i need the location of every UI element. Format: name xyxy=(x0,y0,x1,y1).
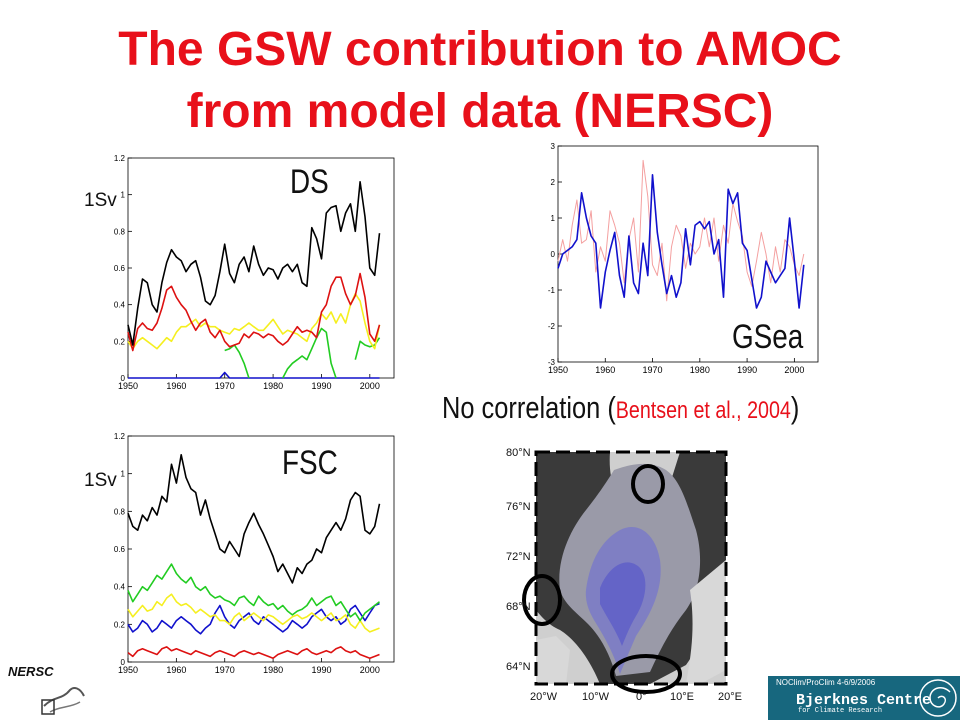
nersc-logo-graphic xyxy=(41,687,85,715)
fsc-x-tick-label: 1950 xyxy=(118,665,138,675)
slide-title-line-2: from model data (NERSC) xyxy=(186,85,774,138)
map-circle-west xyxy=(522,574,562,626)
gsea-series-line xyxy=(557,174,805,309)
fsc-y-tick-label: 1 xyxy=(121,470,126,479)
fsc-x-tick-label: 1970 xyxy=(215,665,235,675)
map-lon-label: 10°E xyxy=(670,691,694,703)
fsc-y-tick-label: 0.4 xyxy=(114,583,126,592)
ds-x-tick-label: 2000 xyxy=(360,381,380,391)
map-lon-label: 0° xyxy=(636,691,647,703)
footer-banner: NOClim/ProClim 4-6/9/2006 Bjerknes Centr… xyxy=(768,676,960,720)
gsea-x-tick-label: 1950 xyxy=(548,365,568,375)
citation-text: Bentsen et al., 2004 xyxy=(615,397,791,424)
fsc-panel-label: FSC xyxy=(282,444,338,482)
gsea-y-tick-label: 3 xyxy=(551,142,556,151)
gsea-y-tick-label: -2 xyxy=(548,322,556,331)
conference-label: NOClim/ProClim 4-6/9/2006 xyxy=(776,678,876,687)
ds-y-tick-label: 1.2 xyxy=(114,154,126,163)
gsea-y-tick-label: 0 xyxy=(551,250,556,259)
map-circle-south xyxy=(610,654,682,694)
fsc-y-tick-label: 0.6 xyxy=(114,545,126,554)
ds-series-line xyxy=(127,292,381,350)
map-contours-inner xyxy=(600,562,646,646)
nersc-logo: NERSC xyxy=(8,664,54,679)
gsea-y-tick-label: -1 xyxy=(548,286,556,295)
fsc-x-tick-label: 2000 xyxy=(360,665,380,675)
map-lat-label: 72°N xyxy=(506,551,531,563)
slide-title-line-1: The GSW contribution to AMOC xyxy=(118,23,842,76)
ds-y-tick-label: 0 xyxy=(121,374,126,383)
bjerknes-spiral-icon xyxy=(919,679,957,717)
ds-x-tick-label: 1950 xyxy=(118,381,138,391)
map-circle-north xyxy=(631,464,665,504)
fsc-unit-label: 1Sv xyxy=(84,470,117,491)
map-lat-label: 68°N xyxy=(506,601,531,613)
fsc-y-tick-label: 1.2 xyxy=(114,432,126,441)
ds-x-tick-label: 1990 xyxy=(311,381,331,391)
ds-y-tick-label: 0.6 xyxy=(114,264,126,273)
gin-seas-map: 80°N 76°N 72°N 68°N 64°N 20°W 10°W 0° 10… xyxy=(506,447,742,703)
map-lat-label: 80°N xyxy=(506,447,531,459)
citation-close: ) xyxy=(790,390,800,425)
map-lon-label: 20°E xyxy=(718,691,742,703)
fsc-x-tick-label: 1960 xyxy=(166,665,186,675)
ds-series-line xyxy=(127,181,381,346)
map-lat-label: 76°N xyxy=(506,501,531,513)
gsea-x-tick-label: 1960 xyxy=(595,365,615,375)
fsc-x-tick-label: 1990 xyxy=(311,665,331,675)
citation-open: ( xyxy=(607,390,616,425)
ds-series-line xyxy=(128,371,380,379)
fsc-y-tick-label: 0 xyxy=(121,658,126,667)
gsea-x-tick-label: 1970 xyxy=(643,365,663,375)
ds-x-tick-label: 1970 xyxy=(215,381,235,391)
map-frame xyxy=(534,450,728,686)
gsea-x-tick-label: 1990 xyxy=(737,365,757,375)
gsea-panel-label: GSea xyxy=(732,318,804,356)
fsc-series-line xyxy=(127,563,380,622)
ds-y-tick-label: 1 xyxy=(121,191,126,200)
ds-x-tick-label: 1980 xyxy=(263,381,283,391)
map-land-east xyxy=(686,560,726,684)
gsea-series-line xyxy=(557,159,805,302)
org-subtitle: for Climate Research xyxy=(798,707,883,715)
gsea-x-tick-label: 2000 xyxy=(784,365,804,375)
ds-y-tick-label: 0.8 xyxy=(114,227,126,236)
no-correlation-text: No correlation xyxy=(442,390,601,425)
fsc-x-tick-label: 1980 xyxy=(263,665,283,675)
map-lon-label: 20°W xyxy=(530,691,558,703)
map-lon-label: 10°W xyxy=(582,691,610,703)
fsc-series-line xyxy=(127,593,380,633)
fsc-y-tick-label: 0.8 xyxy=(114,507,126,516)
ds-panel-label: DS xyxy=(290,163,329,201)
ds-y-tick-label: 0.4 xyxy=(114,301,126,310)
gsea-x-tick-label: 1980 xyxy=(690,365,710,375)
ds-unit-label: 1Sv xyxy=(84,190,117,211)
org-name: Bjerknes Centre xyxy=(796,692,932,709)
gsea-y-tick-label: 2 xyxy=(551,178,556,187)
fsc-series-line xyxy=(127,454,381,584)
fsc-series-line xyxy=(127,646,380,659)
ds-y-tick-label: 0.2 xyxy=(114,337,126,346)
no-correlation-annotation: No correlation (Bentsen et al., 2004) xyxy=(442,390,799,426)
map-land-iceland xyxy=(536,636,570,684)
ds-x-tick-label: 1960 xyxy=(166,381,186,391)
fsc-y-tick-label: 0.2 xyxy=(114,620,126,629)
map-lat-label: 64°N xyxy=(506,661,531,673)
gsea-y-tick-label: 1 xyxy=(551,214,556,223)
gsea-y-tick-label: -3 xyxy=(548,358,556,367)
ds-series-line xyxy=(127,272,381,352)
